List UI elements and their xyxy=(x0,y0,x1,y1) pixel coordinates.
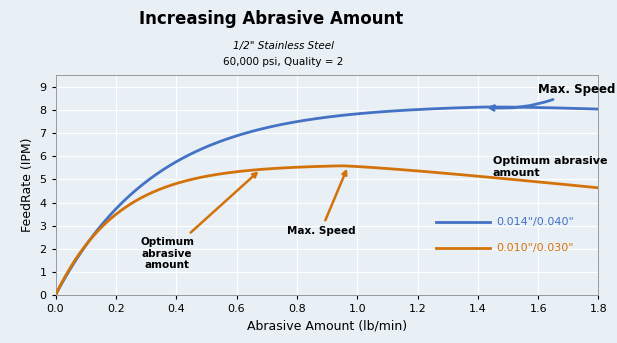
Text: Optimum
abrasive
amount: Optimum abrasive amount xyxy=(140,173,257,270)
Text: Increasing Abrasive Amount: Increasing Abrasive Amount xyxy=(139,10,404,28)
X-axis label: Abrasive Amount (lb/min): Abrasive Amount (lb/min) xyxy=(247,320,407,333)
Text: Optimum abrasive
amount: Optimum abrasive amount xyxy=(493,156,607,178)
Text: 60,000 psi, Quality = 2: 60,000 psi, Quality = 2 xyxy=(223,57,344,67)
Text: 0.010"/0.030": 0.010"/0.030" xyxy=(496,243,573,252)
Y-axis label: FeedRate (IPM): FeedRate (IPM) xyxy=(21,138,34,233)
Text: 0.014"/0.040": 0.014"/0.040" xyxy=(496,217,574,227)
Text: Max. Speed: Max. Speed xyxy=(287,171,355,236)
Text: 1/2" Stainless Steel: 1/2" Stainless Steel xyxy=(233,41,334,51)
Text: Max. Speed: Max. Speed xyxy=(490,83,616,110)
